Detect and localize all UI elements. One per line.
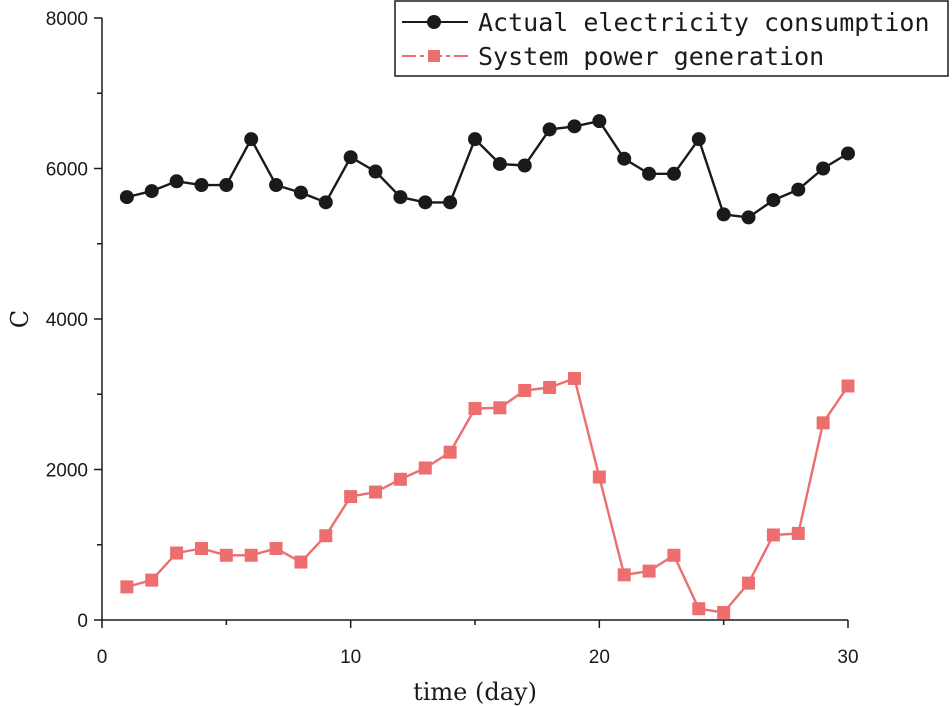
data-point (716, 207, 731, 222)
data-point (369, 485, 383, 499)
data-point (144, 184, 159, 199)
x-tick-label: 0 (97, 647, 108, 668)
data-point (841, 379, 855, 393)
data-point (766, 528, 780, 542)
data-point (393, 472, 407, 486)
data-point (816, 161, 831, 176)
series-power-generation (120, 371, 855, 619)
legend-marker-actual (427, 15, 441, 29)
data-point (170, 546, 184, 560)
data-point (418, 461, 432, 475)
data-point (642, 564, 656, 578)
data-point (841, 146, 855, 161)
axes: 0 10 20 30 0 2000 4000 6000 8000 (46, 9, 859, 668)
y-ticks: 0 2000 4000 6000 8000 (46, 9, 102, 632)
data-point (269, 178, 284, 193)
data-point (293, 185, 308, 200)
data-point (145, 573, 159, 587)
series-actual-consumption (119, 114, 855, 225)
data-point (791, 526, 805, 540)
legend-item-actual: Actual electricity consumption (402, 8, 930, 37)
data-point (443, 195, 458, 210)
data-point (244, 132, 259, 147)
y-tick-label: 4000 (46, 310, 88, 331)
legend-label-generation: System power generation (478, 42, 824, 71)
data-point (493, 401, 507, 415)
data-point (517, 158, 532, 173)
data-point (791, 182, 806, 197)
series-line (126, 377, 849, 614)
legend-label-actual: Actual electricity consumption (478, 8, 930, 37)
series-layer (119, 114, 855, 619)
legend-item-generation: System power generation (402, 42, 824, 71)
data-point (518, 383, 532, 397)
data-point (418, 195, 433, 210)
data-point (219, 548, 233, 562)
data-point (766, 193, 781, 208)
series-line (126, 119, 849, 219)
legend-box (394, 0, 949, 77)
data-point (368, 164, 383, 179)
data-point (542, 122, 557, 137)
data-point (119, 190, 134, 205)
data-point (468, 132, 482, 147)
y-tick-label: 8000 (46, 9, 88, 30)
data-point (169, 174, 184, 189)
data-point (567, 119, 582, 134)
data-point (543, 380, 557, 394)
data-point (816, 416, 830, 430)
data-point (741, 210, 756, 225)
data-point (642, 166, 657, 181)
x-tick-label: 30 (837, 647, 858, 668)
data-point (219, 178, 234, 193)
y-tick-label: 2000 (46, 461, 88, 482)
y-tick-label: 0 (77, 611, 88, 632)
data-point (269, 542, 283, 556)
data-point (691, 132, 706, 147)
data-point (592, 114, 607, 129)
x-ticks: 0 10 20 30 (97, 620, 859, 668)
data-point (667, 548, 681, 562)
y-axis-title: C (6, 310, 34, 328)
data-point (692, 602, 706, 616)
legend-marker-generation (428, 50, 440, 62)
data-point (120, 580, 134, 594)
x-axis-title: time (day) (413, 678, 537, 706)
data-point (294, 555, 308, 569)
data-point (717, 605, 731, 619)
x-tick-label: 20 (589, 647, 610, 668)
data-point (468, 402, 482, 416)
data-point (492, 156, 507, 171)
data-point (319, 529, 333, 543)
data-point (194, 178, 209, 193)
data-point (592, 470, 606, 484)
data-point (343, 150, 358, 165)
data-point (617, 151, 632, 166)
x-tick-label: 10 (340, 647, 361, 668)
y-tick-label: 6000 (46, 160, 88, 181)
data-point (344, 490, 358, 504)
data-point (244, 548, 258, 562)
data-point (567, 371, 581, 385)
data-point (666, 166, 681, 181)
legend: Actual electricity consumption System po… (394, 0, 949, 77)
data-point (617, 568, 631, 582)
data-point (194, 542, 208, 556)
data-point (443, 445, 457, 459)
data-point (318, 195, 333, 210)
data-point (393, 190, 408, 205)
data-point (742, 576, 756, 590)
